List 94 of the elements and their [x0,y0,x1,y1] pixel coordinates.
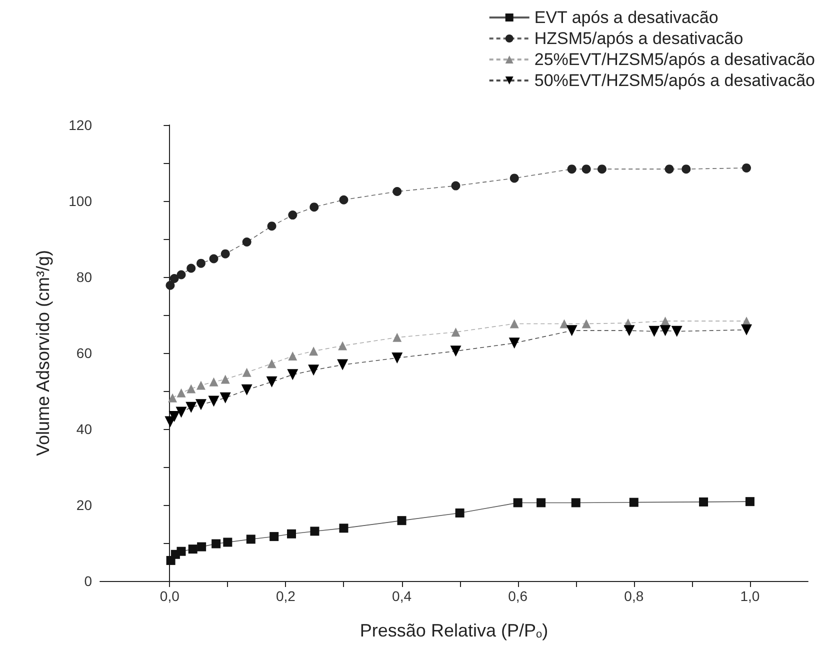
point [450,346,462,357]
x-tick-label: 1,0 [740,588,760,604]
point [660,316,670,326]
point [176,546,186,556]
point [208,396,220,407]
point [682,164,691,174]
point [196,380,206,390]
point [567,164,576,174]
point [597,164,606,174]
y-tick-label: 20 [76,497,92,513]
x-tick-label: 0,8 [624,588,644,604]
point [220,249,230,258]
point [699,497,708,506]
point [287,529,296,538]
point [267,359,276,368]
legend-label: HZSM5/após a desativacão [534,29,744,48]
point [571,498,580,508]
point [242,368,252,377]
x-tick-label: 0,0 [160,588,180,604]
point [510,174,519,183]
y-tick-label: 120 [68,117,92,133]
x-tick-label: 0,4 [392,588,412,604]
point [309,346,318,356]
legend-label: 50%EVT/HZSM5/após a desativacão [534,71,816,90]
point [266,376,278,388]
point [186,402,197,413]
y-tick-label: 40 [76,421,92,437]
point [220,374,230,384]
point [288,210,298,220]
point [745,497,754,506]
point [664,164,674,174]
point [513,498,522,508]
point [170,274,179,284]
point [223,538,232,547]
point [188,544,198,554]
point [536,498,546,508]
point [186,384,196,394]
point [629,498,638,507]
point [241,384,252,396]
point [242,238,252,247]
point [660,325,671,336]
point [392,352,403,364]
y-tick-label: 0 [84,573,92,589]
legend-label: EVT após a desativacão [534,8,718,27]
point [648,326,660,337]
point [220,392,231,404]
point [176,270,186,280]
point [310,202,319,212]
point [195,399,206,410]
point [392,332,402,342]
legend-label: 25%EVT/HZSM5/após a desativacão [534,50,816,69]
point [246,534,256,544]
y-tick-label: 80 [76,269,92,285]
x-axis-title: Pressão Relativa (P/Po) [360,620,548,640]
point [508,338,520,349]
point [166,280,175,290]
point [196,258,206,268]
point [451,328,460,337]
point [742,163,751,172]
point [267,222,276,231]
point [288,352,298,361]
point [270,532,279,542]
point [451,181,460,190]
point [338,341,348,350]
point [582,319,591,328]
point [168,410,180,422]
point [337,359,348,370]
point [455,508,464,518]
point [740,324,752,336]
point [624,325,635,336]
y-tick-label: 100 [68,193,92,209]
point [392,187,402,196]
point [186,264,196,273]
point [671,326,682,337]
y-axis-title: Volume Adsorvido (cm³/g) [33,250,53,456]
point [339,524,348,533]
point [209,377,218,386]
point [209,254,218,264]
point [566,325,578,336]
point [397,516,406,526]
point [339,195,348,204]
point [176,406,187,418]
x-tick-label: 0,2 [276,588,296,604]
point [168,393,178,402]
point [582,164,591,174]
point [197,542,206,552]
point [510,319,519,328]
point [287,369,298,380]
y-tick-label: 60 [76,345,92,361]
point [176,388,186,398]
point [212,539,221,548]
x-tick-label: 0,6 [508,588,528,604]
point [310,526,320,536]
point [308,364,320,376]
